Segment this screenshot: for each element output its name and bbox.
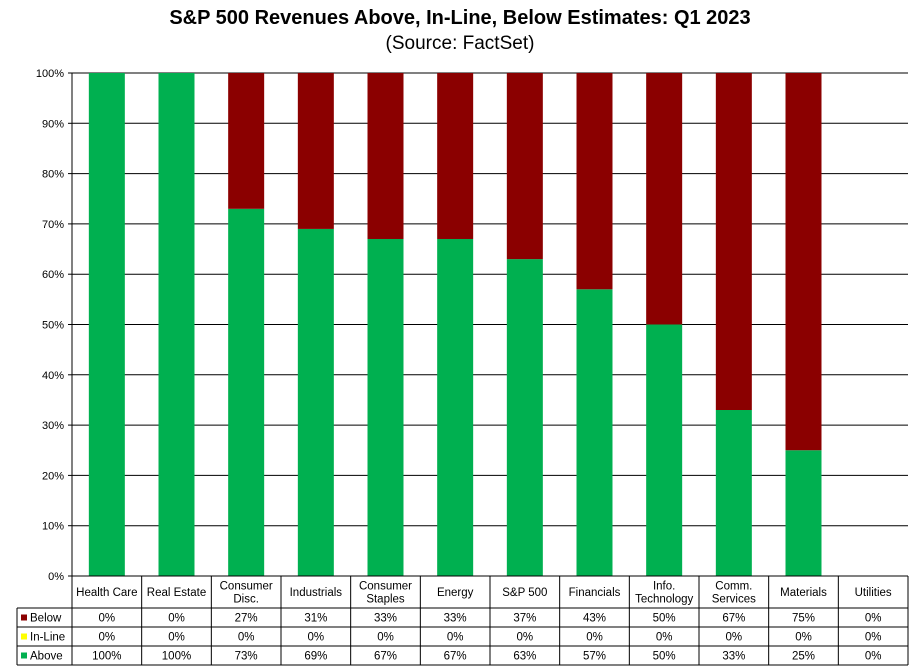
category-label: S&P 500 (502, 587, 547, 599)
bar-below (646, 73, 683, 325)
legend-below-label: Below (30, 613, 62, 625)
data-label: 0% (865, 632, 882, 644)
bar-below (437, 73, 474, 239)
data-label: 25% (792, 651, 815, 663)
category-label: Health Care (76, 587, 137, 599)
y-tick-label: 0% (48, 571, 64, 583)
y-tick-label: 60% (42, 269, 64, 281)
category-label: Real Estate (147, 587, 206, 599)
data-label: 33% (722, 651, 745, 663)
legend-above-label: Above (30, 651, 63, 663)
gridlines (72, 72, 908, 577)
data-label: 0% (238, 632, 255, 644)
chart-subtitle: (Source: FactSet) (385, 33, 535, 54)
data-label: 0% (517, 632, 534, 644)
data-label: 0% (377, 632, 394, 644)
legend-below-swatch (21, 614, 27, 621)
data-label: 0% (168, 632, 185, 644)
y-tick-label: 50% (42, 320, 64, 332)
data-label: 75% (792, 613, 815, 625)
category-label: Info. Technology (635, 581, 693, 606)
category-label: Comm. Services (712, 581, 756, 606)
category-label: Energy (437, 587, 474, 599)
legend-in-line-swatch (21, 633, 27, 640)
bar-above (576, 289, 613, 576)
category-label: Materials (780, 587, 827, 599)
y-tick-label: 80% (42, 169, 64, 181)
legend-above-swatch (21, 652, 27, 659)
data-label: 69% (304, 651, 327, 663)
data-label: 33% (374, 613, 397, 625)
bar-below (228, 73, 265, 209)
y-tick-label: 40% (42, 370, 64, 382)
y-tick-label: 90% (42, 118, 64, 130)
bar-below (785, 73, 822, 451)
data-label: 63% (513, 651, 536, 663)
data-label: 0% (168, 613, 185, 625)
data-label: 0% (308, 632, 325, 644)
category-label: Industrials (290, 587, 343, 599)
bar-above (158, 73, 195, 576)
data-label: 73% (235, 651, 258, 663)
data-label: 100% (92, 651, 121, 663)
data-label: 0% (865, 651, 882, 663)
y-tick-label: 30% (42, 420, 64, 432)
data-table: Health Care Real Estate Consumer Disc. Indus… (16, 575, 909, 666)
bar-above (646, 324, 683, 576)
bar-above (88, 73, 125, 576)
bar-above (367, 238, 404, 577)
category-label: Consumer Staples (359, 581, 412, 606)
chart-title: S&P 500 Revenues Above, In-Line, Below E… (169, 7, 751, 29)
y-tick-label: 10% (42, 521, 64, 533)
data-label: 27% (235, 613, 258, 625)
data-label: 43% (583, 613, 606, 625)
legend-in-line-label: In-Line (30, 632, 65, 644)
category-label: Consumer Disc. (220, 581, 273, 606)
y-tick-label: 100% (36, 68, 64, 80)
data-label: 31% (304, 613, 327, 625)
bar-above (437, 238, 474, 577)
data-label: 0% (447, 632, 464, 644)
bar-below (576, 73, 613, 290)
bar-below (367, 73, 404, 239)
bar-above (506, 259, 543, 576)
data-label: 0% (99, 613, 116, 625)
data-label: 0% (586, 632, 603, 644)
y-axis: 0% 10% 20% 30% 40% 50% 60% 70% 80% 90% 100% (36, 68, 73, 583)
data-label: 0% (865, 613, 882, 625)
data-label: 100% (162, 651, 191, 663)
data-label: 67% (722, 613, 745, 625)
bar-above (228, 208, 265, 576)
category-label: Utilities (855, 587, 892, 599)
data-label: 0% (726, 632, 743, 644)
bar-above (785, 450, 822, 576)
data-label: 67% (444, 651, 467, 663)
data-label: 33% (444, 613, 467, 625)
bar-above (297, 228, 334, 576)
bar-below (297, 73, 334, 229)
category-label: Financials (569, 587, 621, 599)
data-label: 67% (374, 651, 397, 663)
bar-below (506, 73, 543, 260)
y-tick-label: 20% (42, 470, 64, 482)
bar-above (715, 410, 752, 576)
data-label: 50% (653, 613, 676, 625)
y-tick-label: 70% (42, 219, 64, 231)
data-label: 0% (99, 632, 116, 644)
bar-below (715, 73, 752, 411)
data-label: 50% (653, 651, 676, 663)
data-label: 57% (583, 651, 606, 663)
bars (88, 73, 822, 577)
data-label: 0% (656, 632, 673, 644)
data-label: 0% (795, 632, 812, 644)
data-label: 37% (513, 613, 536, 625)
